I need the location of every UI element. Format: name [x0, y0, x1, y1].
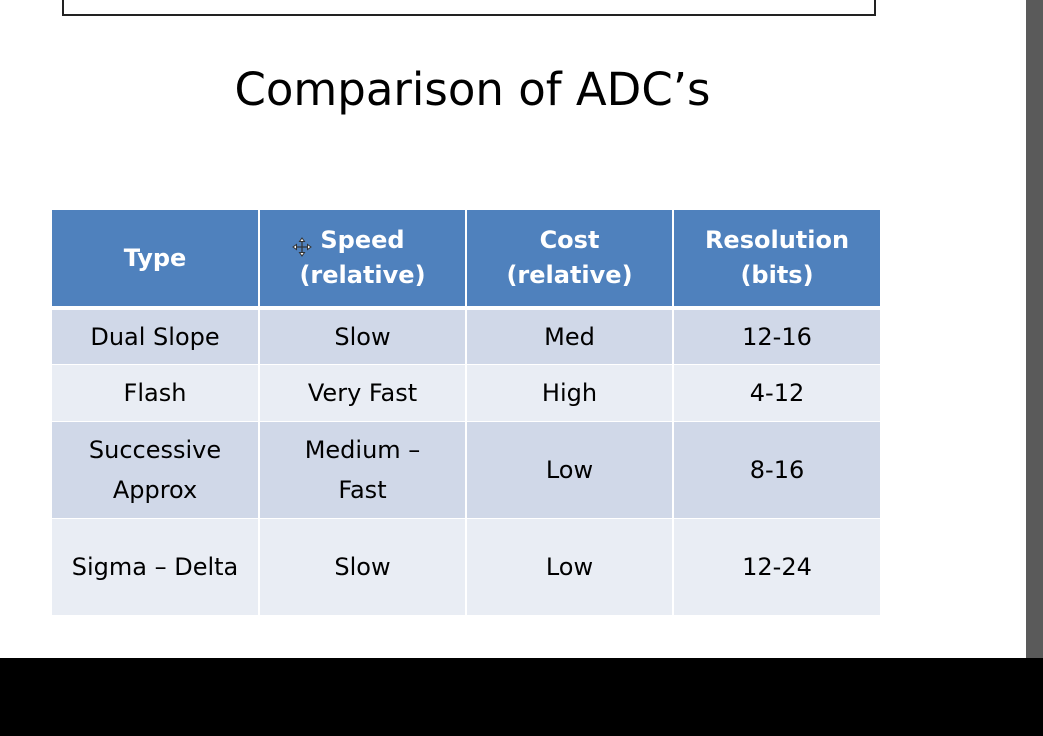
table-row: Dual Slope Slow Med 12-16: [52, 307, 880, 364]
cell-type: Flash: [52, 363, 259, 421]
header-type: Type: [52, 210, 259, 310]
cell-cost: Low: [465, 517, 673, 615]
adc-comparison-table: Type Speed (relative) Cost (relative) Re…: [52, 210, 880, 615]
window-right-edge: [1026, 0, 1043, 658]
table-row: Sigma – Delta Slow Low 12-24: [52, 517, 880, 615]
cell-cost: High: [465, 363, 673, 421]
header-type-label: Type: [123, 243, 187, 272]
slide: Comparison of ADC’s Type Speed (relative…: [0, 0, 1026, 658]
header-cost-label: Cost: [539, 226, 600, 254]
header-resolution-sublabel: (bits): [740, 261, 814, 289]
cell-type: Successive Approx: [52, 420, 259, 518]
header-cost: Cost (relative): [465, 210, 673, 310]
previous-slide-frame: [62, 0, 876, 16]
cell-speed: Very Fast: [258, 363, 466, 421]
cell-speed: Slow: [258, 307, 466, 364]
cell-resolution: 12-24: [672, 517, 880, 615]
header-speed: Speed (relative): [258, 210, 466, 310]
table-header-row: Type Speed (relative) Cost (relative) Re…: [52, 210, 880, 310]
header-cost-sublabel: (relative): [506, 261, 633, 289]
cell-cost: Low: [465, 420, 673, 518]
header-resolution: Resolution (bits): [672, 210, 880, 310]
cell-resolution: 4-12: [672, 363, 880, 421]
slide-title: Comparison of ADC’s: [234, 63, 711, 116]
header-resolution-label: Resolution: [704, 226, 850, 254]
move-cursor-icon: [292, 237, 312, 257]
table-row: Successive Approx Medium – Fast Low 8-16: [52, 420, 880, 518]
header-speed-sublabel: (relative): [299, 261, 426, 289]
cell-type: Dual Slope: [52, 307, 259, 364]
window-bottom-area: [0, 658, 1043, 736]
cell-type: Sigma – Delta: [52, 517, 259, 615]
cell-speed: Medium – Fast: [258, 420, 466, 518]
header-speed-label: Speed: [320, 226, 405, 254]
cell-cost: Med: [465, 307, 673, 364]
table-row: Flash Very Fast High 4-12: [52, 363, 880, 421]
cell-resolution: 12-16: [672, 307, 880, 364]
cell-resolution: 8-16: [672, 420, 880, 518]
cell-speed: Slow: [258, 517, 466, 615]
